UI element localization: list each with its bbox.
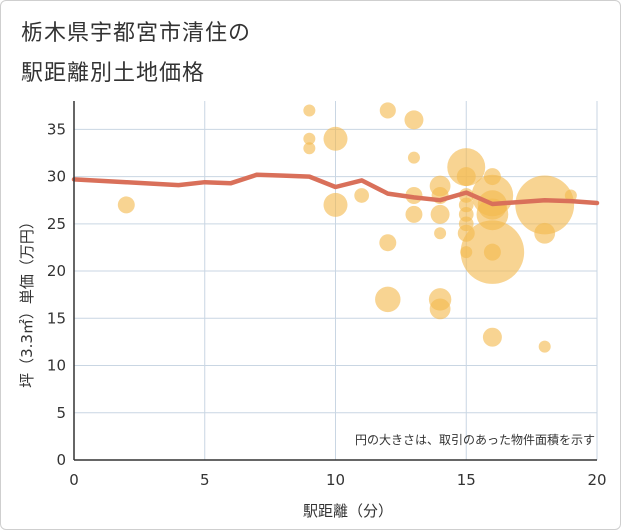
x-tick-label: 0: [69, 471, 79, 489]
data-bubble: [429, 298, 451, 320]
data-bubble: [405, 205, 423, 223]
x-axis-title: 駅距離（分）: [303, 502, 393, 520]
data-bubble: [303, 142, 316, 155]
data-bubble: [303, 132, 316, 145]
data-bubble: [458, 216, 474, 232]
data-bubble: [303, 104, 316, 117]
y-tick-label: 35: [47, 120, 66, 138]
chart-title-line-2: 駅距離別土地価格: [21, 61, 206, 86]
data-bubble: [482, 327, 502, 347]
data-bubble: [564, 189, 577, 202]
data-bubble: [456, 167, 476, 187]
bubble-layer: [117, 102, 577, 353]
data-bubble: [515, 175, 575, 235]
data-bubble: [430, 204, 450, 224]
data-bubble: [354, 188, 369, 203]
data-bubble: [483, 243, 501, 261]
y-tick-label: 10: [47, 357, 66, 375]
grid-layer: [74, 101, 598, 460]
data-bubble: [460, 246, 473, 259]
x-tick-label: 10: [326, 471, 345, 489]
y-tick-label: 30: [47, 168, 66, 186]
average-price-line: [71, 172, 600, 207]
data-bubble: [534, 222, 556, 244]
y-tick-label: 0: [56, 451, 66, 469]
data-bubble: [375, 286, 401, 313]
data-bubble: [483, 168, 501, 186]
x-tick-label: 20: [587, 471, 606, 489]
data-bubble: [323, 126, 348, 151]
data-bubble: [379, 234, 397, 252]
trend-line-layer: [71, 172, 600, 207]
axis-layer: 0 5 10 15 20 25 30 35 0 5 10 15 20: [47, 101, 607, 489]
bubble-size-note: 円の大きさは、取引のあった物件面積を示す: [355, 432, 595, 447]
data-bubble: [434, 227, 447, 240]
y-axis-title: 坪（3.3㎡）単価（万円）: [18, 214, 36, 388]
y-tick-label: 5: [56, 404, 66, 422]
y-tick-label: 15: [47, 309, 66, 327]
x-tick-label: 5: [200, 471, 210, 489]
data-bubble: [538, 340, 551, 353]
y-tick-label: 25: [47, 215, 66, 233]
data-bubble: [404, 110, 424, 130]
chart-title-line-1: 栃木県宇都宮市清住の: [21, 21, 252, 46]
data-bubble: [323, 192, 348, 217]
y-tick-label: 20: [47, 262, 66, 280]
x-tick-label: 15: [457, 471, 476, 489]
data-bubble: [407, 151, 420, 164]
data-bubble: [117, 196, 135, 214]
data-bubble: [379, 102, 396, 119]
